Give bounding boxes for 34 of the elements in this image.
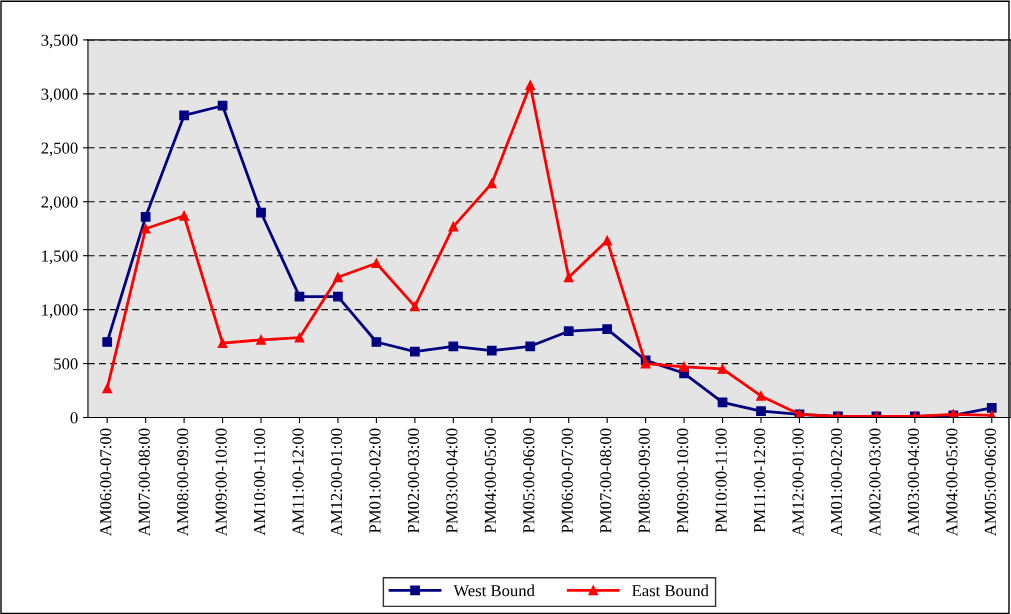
y-tick-label: 3,500 <box>41 34 78 49</box>
x-tick-label: PM09:00-10:00 <box>677 428 689 534</box>
x-tick-label: AM09:00-10:00 <box>215 428 227 537</box>
y-tick-label: 1,000 <box>42 304 78 318</box>
x-tick-label: AM12:00-01:00 <box>792 428 804 537</box>
x-tick-label: AM01:00-02:00 <box>830 428 843 537</box>
x-tick-label: PM04:00-05:00 <box>484 428 497 534</box>
y-tick-label: 500 <box>54 358 78 370</box>
x-tick-label: AM10:00-11:00 <box>253 428 266 536</box>
x-tick-label: AM05:00-06:00 <box>984 428 997 537</box>
y-tick-label: 0 <box>70 412 78 424</box>
x-tick-label: AM03:00-04:00 <box>907 428 920 537</box>
x-tick-label: PM10:00-11:00 <box>715 428 727 533</box>
x-tick-label: AM11:00-12:00 <box>292 428 304 536</box>
x-tick-label: AM12:00-01:00 <box>330 428 343 537</box>
x-tick-label: AM06:00-07:00 <box>100 428 112 537</box>
y-tick-label: 2,500 <box>41 142 78 157</box>
x-tick-label: PM03:00-04:00 <box>446 428 458 534</box>
y-tick-label: 3,000 <box>41 88 78 103</box>
x-tick-label: AM08:00-09:00 <box>177 428 189 537</box>
legend-label: West Bound <box>453 584 535 597</box>
legend-label: East Bound <box>632 584 709 597</box>
y-tick-label: 2,000 <box>41 196 78 211</box>
x-tick-label: AM02:00-03:00 <box>869 428 881 537</box>
x-tick-label: PM08:00-09:00 <box>638 428 650 534</box>
x-tick-label: AM04:00-05:00 <box>946 428 958 537</box>
x-tick-label: PM11:00-12:00 <box>753 428 766 533</box>
x-tick-label: PM07:00-08:00 <box>600 428 612 534</box>
x-tick-label: AM07:00-08:00 <box>138 428 150 537</box>
x-tick-label: PM02:00-03:00 <box>407 428 420 534</box>
x-tick-label: PM05:00-06:00 <box>523 428 535 534</box>
x-tick-label: PM06:00-07:00 <box>561 428 573 534</box>
x-tick-label: PM01:00-02:00 <box>369 428 381 534</box>
y-tick-label: 1,500 <box>42 250 78 265</box>
